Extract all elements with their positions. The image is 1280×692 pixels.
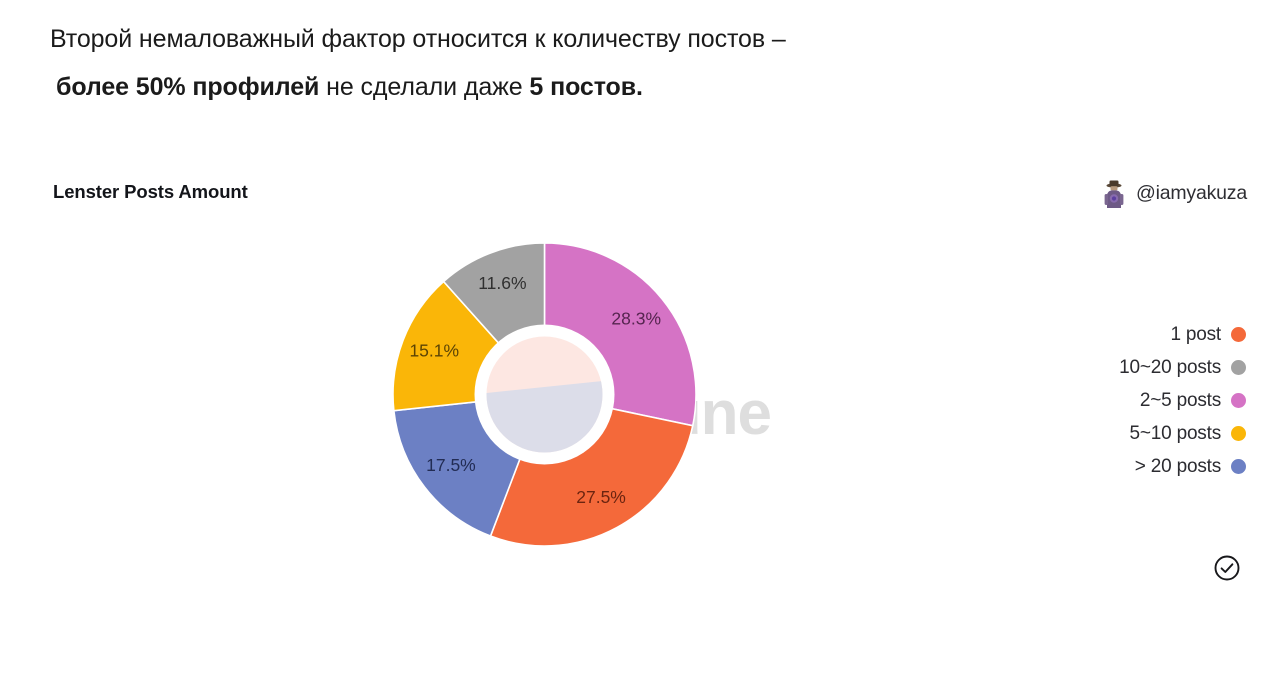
legend-item[interactable]: 2~5 posts: [1140, 384, 1246, 417]
headline-bold-percent: более 50% профилей: [56, 73, 320, 101]
legend-color-swatch: [1231, 360, 1246, 375]
author-handle: @iamyakuza: [1135, 181, 1247, 204]
legend-item-label: 10~20 posts: [1119, 356, 1221, 378]
legend-color-swatch: [1231, 327, 1246, 342]
donut-chart: 28.3% 27.5% 17.5% 15.1% 11.6%: [393, 243, 696, 546]
legend-item[interactable]: 5~10 posts: [1129, 417, 1246, 450]
person-avatar-icon: [1100, 178, 1127, 208]
legend-item[interactable]: > 20 posts: [1135, 450, 1246, 483]
donut-slice-value-label: 15.1%: [409, 341, 459, 361]
headline-bold-posts: 5 постов.: [529, 73, 643, 101]
legend-item-label: 5~10 posts: [1129, 422, 1222, 444]
headline-plain-text: не сделали даже: [319, 73, 530, 101]
author-badge[interactable]: @iamyakuza: [1100, 178, 1247, 208]
legend-color-swatch: [1231, 393, 1246, 408]
legend-item-label: 2~5 posts: [1139, 389, 1221, 411]
donut-slice-labels: 28.3% 27.5% 17.5% 15.1% 11.6%: [409, 273, 661, 507]
legend-color-swatch: [1231, 426, 1246, 441]
donut-inner-disc: [486, 336, 603, 453]
headline-block: Второй немаловажный фактор относится к к…: [50, 20, 1050, 106]
chart-legend: 1 post 10~20 posts 2~5 posts 5~10 posts > 20…: [1119, 318, 1246, 483]
legend-color-swatch: [1231, 459, 1246, 474]
legend-item[interactable]: 10~20 posts: [1119, 351, 1246, 384]
chart-title: Lenster Posts Amount: [53, 181, 248, 202]
chart-card: Lenster Posts Amount @iamyakuza: [0, 150, 1280, 650]
legend-item-label: > 20 posts: [1134, 455, 1221, 477]
donut-chart-svg: 28.3% 27.5% 17.5% 15.1% 11.6%: [393, 243, 696, 546]
donut-slice-value-label: 11.6%: [478, 273, 526, 293]
donut-slice-value-label: 28.3%: [611, 309, 661, 329]
donut-slice-value-label: 17.5%: [426, 455, 476, 475]
donut-slice-value-label: 27.5%: [576, 487, 626, 507]
check-circle-icon[interactable]: [1213, 554, 1241, 582]
legend-item[interactable]: 1 post: [1170, 318, 1246, 351]
legend-item-label: 1 post: [1170, 323, 1221, 345]
headline-line-2: более 50% профилей не сделали даже 5 пос…: [50, 68, 1050, 106]
headline-line-1: Второй немаловажный фактор относится к к…: [50, 25, 786, 53]
